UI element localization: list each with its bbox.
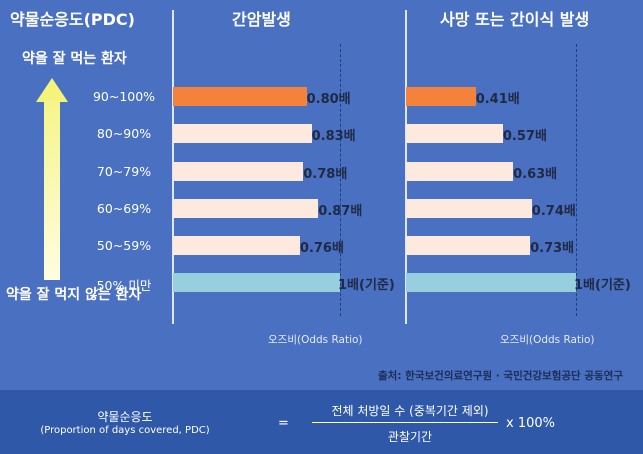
category-label: 50~59%: [96, 238, 152, 253]
formula-footer: 약물순응도 (Proportion of days covered, PDC) …: [0, 390, 643, 454]
chart-1-xlabel: 오즈비(Odds Ratio): [268, 334, 363, 346]
value-label: 0.80배: [306, 92, 351, 107]
value-label: 0.73배: [530, 241, 575, 256]
bar: [406, 199, 532, 218]
chart-1-axis: [172, 10, 174, 324]
bar: [406, 162, 514, 181]
formula-multiplier: x 100%: [506, 416, 555, 431]
formula-equals: =: [278, 416, 289, 431]
bar: [173, 199, 319, 218]
chart-2-axis: [405, 10, 407, 324]
chart-2-title: 사망 또는 간이식 발생: [440, 10, 590, 29]
arrow-top-label: 약을 잘 먹는 환자: [22, 51, 127, 67]
arrow-bottom-label: 약을 잘 먹지 않는 환자: [6, 287, 142, 303]
formula-term: 약물순응도: [97, 410, 153, 424]
reference-line: [576, 44, 577, 316]
bar: [173, 87, 307, 106]
bar: [173, 273, 340, 292]
bar: [406, 87, 476, 106]
chart-2-xlabel: 오즈비(Odds Ratio): [500, 334, 595, 346]
category-label: 60~69%: [96, 201, 152, 216]
formula-denominator: 관찰기간: [387, 430, 433, 444]
bar: [173, 236, 300, 255]
value-label: 0.87배: [318, 204, 363, 219]
category-label: 90~100%: [92, 89, 156, 104]
bar: [173, 162, 304, 181]
value-label: 0.63배: [513, 167, 558, 182]
bar: [406, 236, 531, 255]
value-label: 1배(기준): [338, 278, 395, 293]
chart-1-title: 간암발생: [232, 10, 291, 29]
arrow-up-icon: [36, 78, 68, 102]
bar: [173, 124, 312, 143]
arrow-shaft: [44, 100, 60, 280]
source-note: 출처: 한국보건의료연구원 · 국민건강보험공단 공동연구: [378, 370, 623, 382]
value-label: 0.83배: [311, 129, 356, 144]
reference-line: [340, 44, 341, 316]
formula-fraction-line: [312, 422, 498, 423]
value-label: 0.76배: [299, 241, 344, 256]
category-label: 70~79%: [96, 164, 152, 179]
value-label: 0.57배: [502, 129, 547, 144]
category-label: 50% 미만: [96, 278, 152, 293]
bar: [406, 124, 503, 143]
category-label: 80~90%: [96, 126, 152, 141]
value-label: 0.78배: [303, 167, 348, 182]
pdc-header: 약물순응도(PDC): [10, 10, 135, 29]
formula-numerator: 전체 처방일 수 (중복기간 제외): [331, 404, 489, 418]
formula-term-en: (Proportion of days covered, PDC): [40, 425, 210, 436]
value-label: 0.41배: [475, 92, 520, 107]
value-label: 0.74배: [531, 204, 576, 219]
value-label: 1배(기준): [574, 278, 631, 293]
bar: [406, 273, 576, 292]
